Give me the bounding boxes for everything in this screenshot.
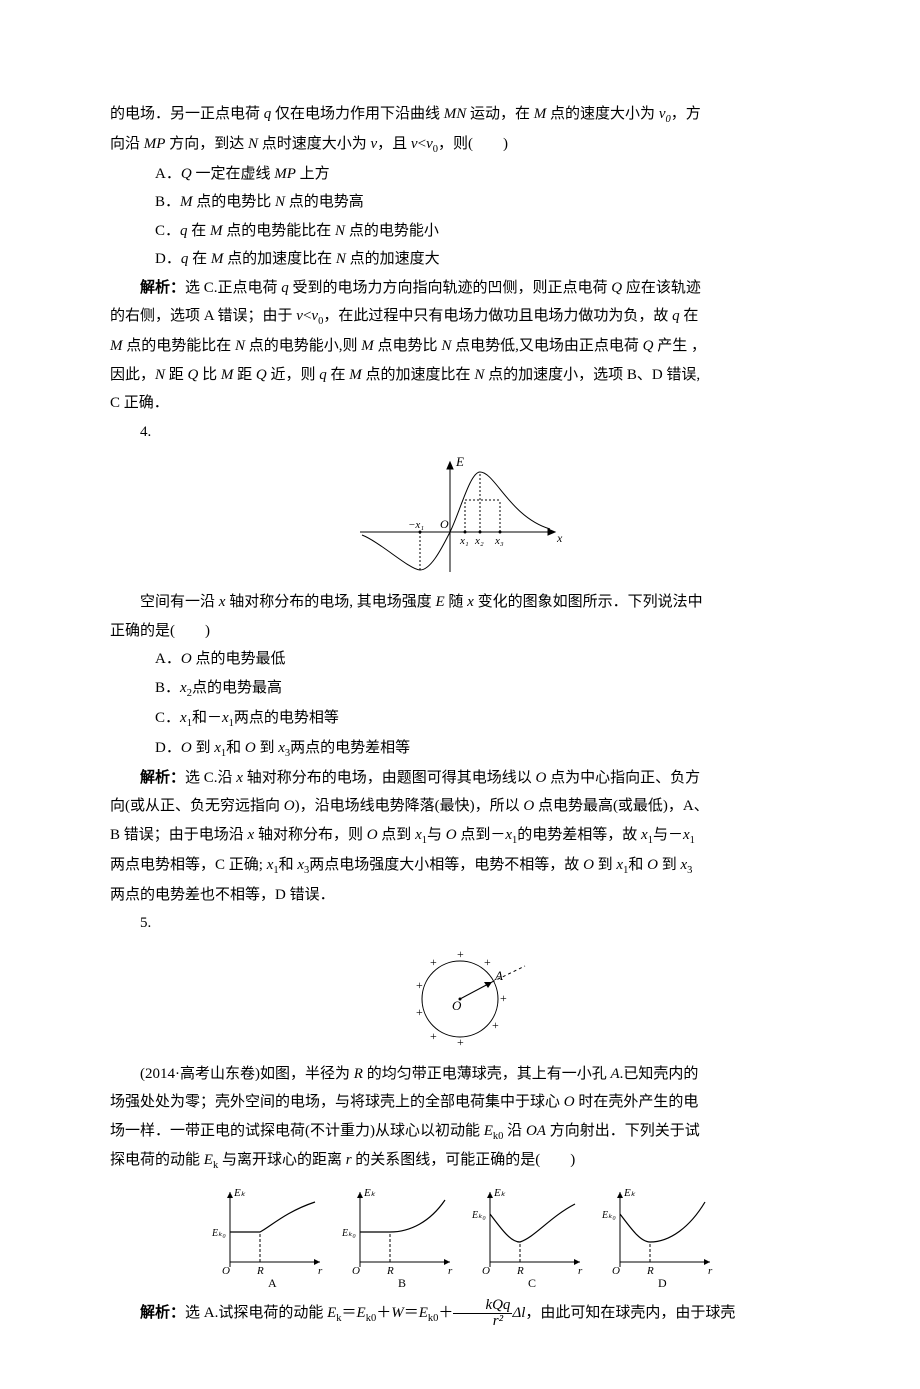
svg-text:+: + — [484, 955, 491, 969]
q4-explanation-l2: 向(或从正、负无穷远指向 O)，沿电场线电势降落(最快)，所以 O 点电势最高(… — [110, 792, 810, 821]
svg-text:Eₖ₀: Eₖ₀ — [341, 1228, 356, 1239]
svg-text:x: x — [556, 531, 563, 545]
svg-text:Eₖ: Eₖ — [623, 1187, 636, 1199]
svg-text:Eₖ₀: Eₖ₀ — [211, 1228, 226, 1239]
q3-stem-line1: 的电场．另一正点电荷 q 仅在电场力作用下沿曲线 MN 运动，在 M 点的速度大… — [110, 100, 810, 130]
svg-text:O: O — [482, 1265, 490, 1277]
svg-text:+: + — [430, 1029, 437, 1043]
q4-explanation-l4: 两点电势相等，C 正确; x1和 x3两点电场强度大小相等，电势不相等，故 O … — [110, 851, 810, 881]
q3-choice-b: B．M 点的电势比 N 点的电势高 — [110, 188, 810, 217]
svg-text:R: R — [386, 1265, 394, 1277]
q3-stem-line2: 向沿 MP 方向，到达 N 点时速度大小为 v，且 v<v0，则( ) — [110, 130, 810, 160]
q4-stem: 空间有一沿 x 轴对称分布的电场, 其电场强度 E 随 x 变化的图象如图所示．… — [110, 588, 810, 617]
q3-choice-a: A．Q 一定在虚线 MP 上方 — [110, 160, 810, 189]
q5-number: 5. — [110, 909, 810, 938]
svg-text:x₃: x₃ — [494, 535, 504, 547]
svg-text:C: C — [528, 1276, 536, 1290]
q5-figure-graphs: Eₖ Eₖ₀ O R r A Eₖ Eₖ₀ O R r B Eₖ Eₖ₀ O R… — [110, 1182, 810, 1292]
svg-text:r: r — [708, 1265, 713, 1277]
svg-text:Eₖ₀: Eₖ₀ — [471, 1210, 486, 1221]
q3-choice-d: D．q 在 M 点的加速度比在 N 点的加速度大 — [110, 245, 810, 274]
svg-text:R: R — [256, 1265, 264, 1277]
svg-text:Eₖ: Eₖ — [493, 1187, 506, 1199]
svg-text:r: r — [318, 1265, 323, 1277]
svg-text:x₁: x₁ — [459, 535, 469, 547]
q4-choice-b: B．x2点的电势最高 — [110, 674, 810, 704]
svg-text:D: D — [658, 1276, 667, 1290]
svg-text:−x₁: −x₁ — [408, 519, 424, 531]
svg-text:Eₖ: Eₖ — [363, 1187, 376, 1199]
q4-figure: E O x −x₁ x₁ x₂ x₃ — [110, 452, 810, 582]
svg-text:+: + — [416, 1005, 423, 1019]
svg-text:B: B — [398, 1276, 406, 1290]
svg-text:Eₖ: Eₖ — [233, 1187, 246, 1199]
q4-choice-d: D．O 到 x1和 O 到 x3两点的电势差相等 — [110, 734, 810, 764]
svg-text:x₂: x₂ — [474, 535, 484, 547]
svg-text:+: + — [430, 955, 437, 969]
q4-number: 4. — [110, 418, 810, 447]
q3-explanation: 解析：选 C.正点电荷 q 受到的电场力方向指向轨迹的凹侧，则正点电荷 Q 应在… — [110, 274, 810, 303]
q5-stem-l4: 探电荷的动能 Ek 与离开球心的距离 r 的关系图线，可能正确的是( ) — [110, 1146, 810, 1176]
svg-text:O: O — [440, 517, 449, 531]
q3-explanation-l2: 的右侧，选项 A 错误；由于 v<v0，在此过程中只有电场力做功且电场力做功为负… — [110, 302, 810, 332]
svg-text:r: r — [448, 1265, 453, 1277]
q3-explanation-l3: M 点的电势能比在 N 点的电势能小,则 M 点电势比 N 点电势低,又电场由正… — [110, 332, 810, 361]
svg-text:+: + — [500, 991, 507, 1005]
q5-figure-circle: + + + + + + + + + O A — [110, 944, 810, 1054]
q3-explanation-l4: 因此，N 距 Q 比 M 距 Q 近，则 q 在 M 点的加速度比在 N 点的加… — [110, 361, 810, 390]
svg-text:E: E — [455, 454, 464, 469]
svg-text:+: + — [416, 978, 423, 992]
q4-stem-2: 正确的是( ) — [110, 617, 810, 646]
q5-stem-l2: 场强处处为零；壳外空间的电场，与将球壳上的全部电荷集中于球心 O 时在壳外产生的… — [110, 1088, 810, 1117]
q4-explanation-l5: 两点的电势差也不相等，D 错误． — [110, 881, 810, 910]
svg-text:O: O — [452, 998, 462, 1013]
svg-text:O: O — [222, 1265, 230, 1277]
q5-explanation: 解析：选 A.试探电荷的动能 Ek＝Ek0＋W＝Ek0＋kQqr²Δl，由此可知… — [110, 1298, 810, 1329]
q4-choice-c: C．x1和－x1两点的电势相等 — [110, 704, 810, 734]
svg-text:O: O — [352, 1265, 360, 1277]
svg-text:R: R — [516, 1265, 524, 1277]
svg-text:r: r — [578, 1265, 583, 1277]
q4-explanation: 解析：选 C.沿 x 轴对称分布的电场，由题图可得其电场线以 O 点为中心指向正… — [110, 764, 810, 793]
q5-stem-l3: 场一样．一带正电的试探电荷(不计重力)从球心以初动能 Ek0 沿 OA 方向射出… — [110, 1117, 810, 1147]
q4-choice-a: A．O 点的电势最低 — [110, 645, 810, 674]
svg-text:R: R — [646, 1265, 654, 1277]
svg-text:Eₖ₀: Eₖ₀ — [601, 1210, 616, 1221]
svg-text:+: + — [457, 947, 464, 961]
q5-stem-l1: (2014·高考山东卷)如图，半径为 R 的均匀带正电薄球壳，其上有一小孔 A.… — [110, 1060, 810, 1089]
svg-text:+: + — [457, 1035, 464, 1049]
svg-text:+: + — [492, 1018, 499, 1032]
q3-choice-c: C．q 在 M 点的电势能比在 N 点的电势能小 — [110, 217, 810, 246]
svg-text:O: O — [612, 1265, 620, 1277]
q4-explanation-l3: B 错误；由于电场沿 x 轴对称分布，则 O 点到 x1与 O 点到－x1的电势… — [110, 821, 810, 851]
svg-text:A: A — [268, 1276, 277, 1290]
svg-text:A: A — [494, 968, 503, 983]
q3-explanation-l5: C 正确． — [110, 389, 810, 418]
